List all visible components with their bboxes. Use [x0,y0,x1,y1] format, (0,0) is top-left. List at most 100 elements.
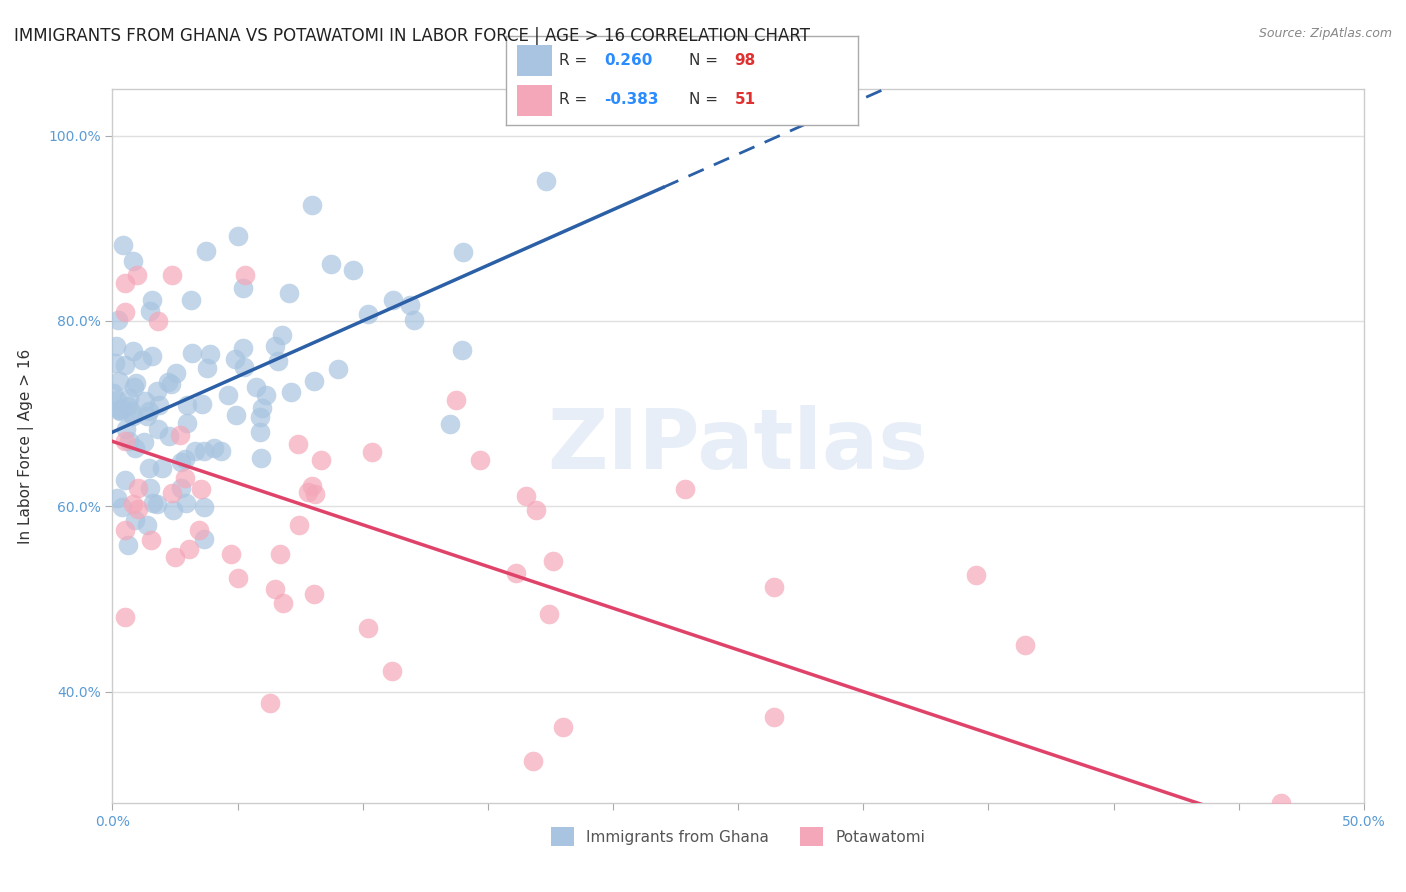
Immigrants from Ghana [191,397,214,411]
Immigrants from Ghana [117,399,139,413]
Text: IMMIGRANTS FROM GHANA VS POTAWATOMI IN LABOR FORCE | AGE > 16 CORRELATION CHART: IMMIGRANTS FROM GHANA VS POTAWATOMI IN L… [14,27,810,45]
Immigrants from Ghana [120,404,142,418]
Immigrants from Ghana [138,404,160,418]
Potawatomi [228,571,250,585]
Immigrants from Ghana [224,351,246,366]
Text: ZIPatlas: ZIPatlas [548,406,928,486]
Immigrants from Ghana [249,409,271,424]
Potawatomi [673,482,696,496]
Immigrants from Ghana [118,391,141,405]
Potawatomi [169,428,191,442]
Text: 98: 98 [734,54,756,68]
Text: Source: ZipAtlas.com: Source: ZipAtlas.com [1258,27,1392,40]
Potawatomi [160,485,183,500]
Immigrants from Ghana [174,496,197,510]
Potawatomi [553,720,575,734]
Immigrants from Ghana [209,444,232,458]
Immigrants from Ghana [200,346,222,360]
Immigrants from Ghana [134,393,156,408]
Bar [517,45,551,76]
Potawatomi [114,610,136,624]
Immigrants from Ghana [267,353,290,368]
Immigrants from Ghana [117,537,139,551]
Immigrants from Ghana [250,401,273,415]
Immigrants from Ghana [145,497,167,511]
Immigrants from Ghana [193,500,215,514]
Immigrants from Ghana [319,257,342,271]
Immigrants from Ghana [402,313,425,327]
Potawatomi [304,487,326,501]
Immigrants from Ghana [138,461,160,475]
Potawatomi [114,276,136,290]
Immigrants from Ghana [146,422,169,436]
Immigrants from Ghana [157,375,180,389]
Potawatomi [360,445,382,459]
Potawatomi [127,481,149,495]
Immigrants from Ghana [166,366,188,380]
Immigrants from Ghana [232,342,254,356]
Potawatomi [287,437,309,451]
Immigrants from Ghana [122,253,145,268]
Immigrants from Ghana [169,455,191,469]
Immigrants from Ghana [157,429,180,443]
Text: N =: N = [689,93,723,107]
Immigrants from Ghana [111,238,134,252]
Potawatomi [381,665,404,679]
Immigrants from Ghana [134,434,156,449]
Potawatomi [297,484,319,499]
Immigrants from Ghana [121,344,143,359]
Immigrants from Ghana [114,473,136,487]
Potawatomi [505,566,527,580]
Immigrants from Ghana [233,359,256,374]
Immigrants from Ghana [245,379,267,393]
Immigrants from Ghana [118,434,141,448]
Immigrants from Ghana [124,441,146,455]
Potawatomi [233,268,256,282]
Immigrants from Ghana [121,409,143,423]
Immigrants from Ghana [302,374,325,388]
Immigrants from Ghana [180,346,202,360]
Potawatomi [965,567,987,582]
Potawatomi [174,471,197,485]
Immigrants from Ghana [110,402,132,417]
Immigrants from Ghana [195,244,218,258]
Immigrants from Ghana [159,376,181,391]
Immigrants from Ghana [193,444,215,458]
Potawatomi [302,586,325,600]
Immigrants from Ghana [399,298,422,312]
Potawatomi [114,523,136,537]
Legend: Immigrants from Ghana, Potawatomi: Immigrants from Ghana, Potawatomi [546,822,931,852]
Immigrants from Ghana [101,386,124,401]
Immigrants from Ghana [184,444,207,458]
Immigrants from Ghana [148,398,170,412]
Potawatomi [763,709,786,723]
Immigrants from Ghana [263,339,285,353]
Potawatomi [522,754,544,768]
Immigrants from Ghana [326,362,349,376]
Immigrants from Ghana [105,392,128,407]
Potawatomi [160,268,183,282]
Immigrants from Ghana [451,343,474,358]
Immigrants from Ghana [226,228,249,243]
Immigrants from Ghana [170,481,193,495]
Immigrants from Ghana [249,450,271,465]
Potawatomi [141,533,163,548]
Immigrants from Ghana [278,286,301,301]
Immigrants from Ghana [107,313,129,327]
Immigrants from Ghana [382,293,405,307]
Immigrants from Ghana [301,198,323,212]
Potawatomi [148,314,170,328]
Immigrants from Ghana [193,532,215,546]
Text: R =: R = [560,54,592,68]
Potawatomi [271,595,294,609]
Immigrants from Ghana [139,304,162,318]
Immigrants from Ghana [114,422,136,436]
Immigrants from Ghana [357,307,380,321]
Potawatomi [263,582,285,597]
Potawatomi [259,696,281,710]
Immigrants from Ghana [142,495,165,509]
Immigrants from Ghana [439,417,461,432]
Immigrants from Ghana [270,327,292,342]
Immigrants from Ghana [173,452,195,467]
Potawatomi [541,554,564,568]
